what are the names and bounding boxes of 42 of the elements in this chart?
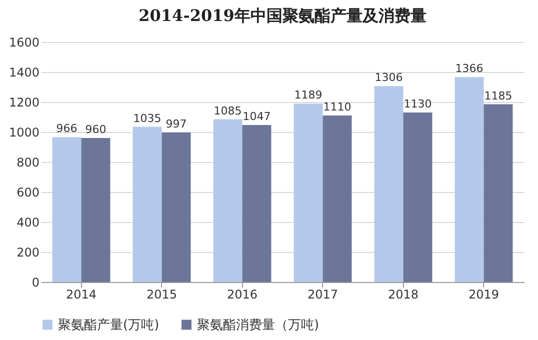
data-label: 997: [166, 117, 187, 130]
bar: [242, 124, 272, 282]
y-tick-label: 1600: [8, 36, 40, 50]
bar: [162, 132, 191, 282]
bar: [403, 112, 432, 282]
x-tick-label: 2017: [307, 288, 338, 302]
data-label: 960: [85, 123, 106, 136]
data-label: 1185: [484, 89, 512, 102]
x-tick-label: 2015: [146, 288, 178, 302]
bar: [52, 137, 82, 282]
y-tick-label: 800: [16, 156, 40, 170]
y-tick-label: 400: [16, 216, 40, 230]
bar: [322, 116, 352, 282]
y-tick-label: 600: [16, 186, 40, 200]
y-tick-label: 1000: [8, 126, 40, 140]
x-tick-label: 2018: [388, 288, 419, 302]
bar: [374, 86, 404, 282]
data-label: 1035: [133, 112, 162, 125]
data-label: 1189: [294, 88, 322, 102]
legend-label: 聚氨酯产量(万吨): [58, 318, 160, 333]
x-tick-label: 2014: [66, 288, 97, 302]
data-label: 966: [56, 122, 78, 136]
y-tick-label: 1200: [8, 96, 40, 110]
x-tick-label: 2016: [226, 288, 258, 302]
bar: [81, 138, 110, 282]
data-label: 1366: [455, 62, 484, 76]
bar: [213, 119, 242, 282]
data-label: 1130: [404, 98, 432, 110]
bar: [454, 77, 484, 282]
bar: [294, 104, 323, 282]
data-label: 1047: [242, 110, 271, 123]
legend-label: 聚氨酯消费量（万吨): [197, 318, 320, 333]
y-tick-label: 200: [16, 246, 40, 260]
bar: [484, 104, 513, 282]
chart-title: 2014-2019年中国聚氨酯产量及消费量: [138, 6, 426, 25]
data-label: 1085: [214, 104, 242, 118]
y-tick-label: 1400: [8, 66, 40, 80]
data-label: 1306: [374, 71, 403, 84]
bar: [132, 126, 162, 282]
data-label: 1110: [323, 100, 352, 114]
y-tick-label: 0: [32, 276, 40, 290]
x-tick-label: 2019: [468, 288, 500, 302]
